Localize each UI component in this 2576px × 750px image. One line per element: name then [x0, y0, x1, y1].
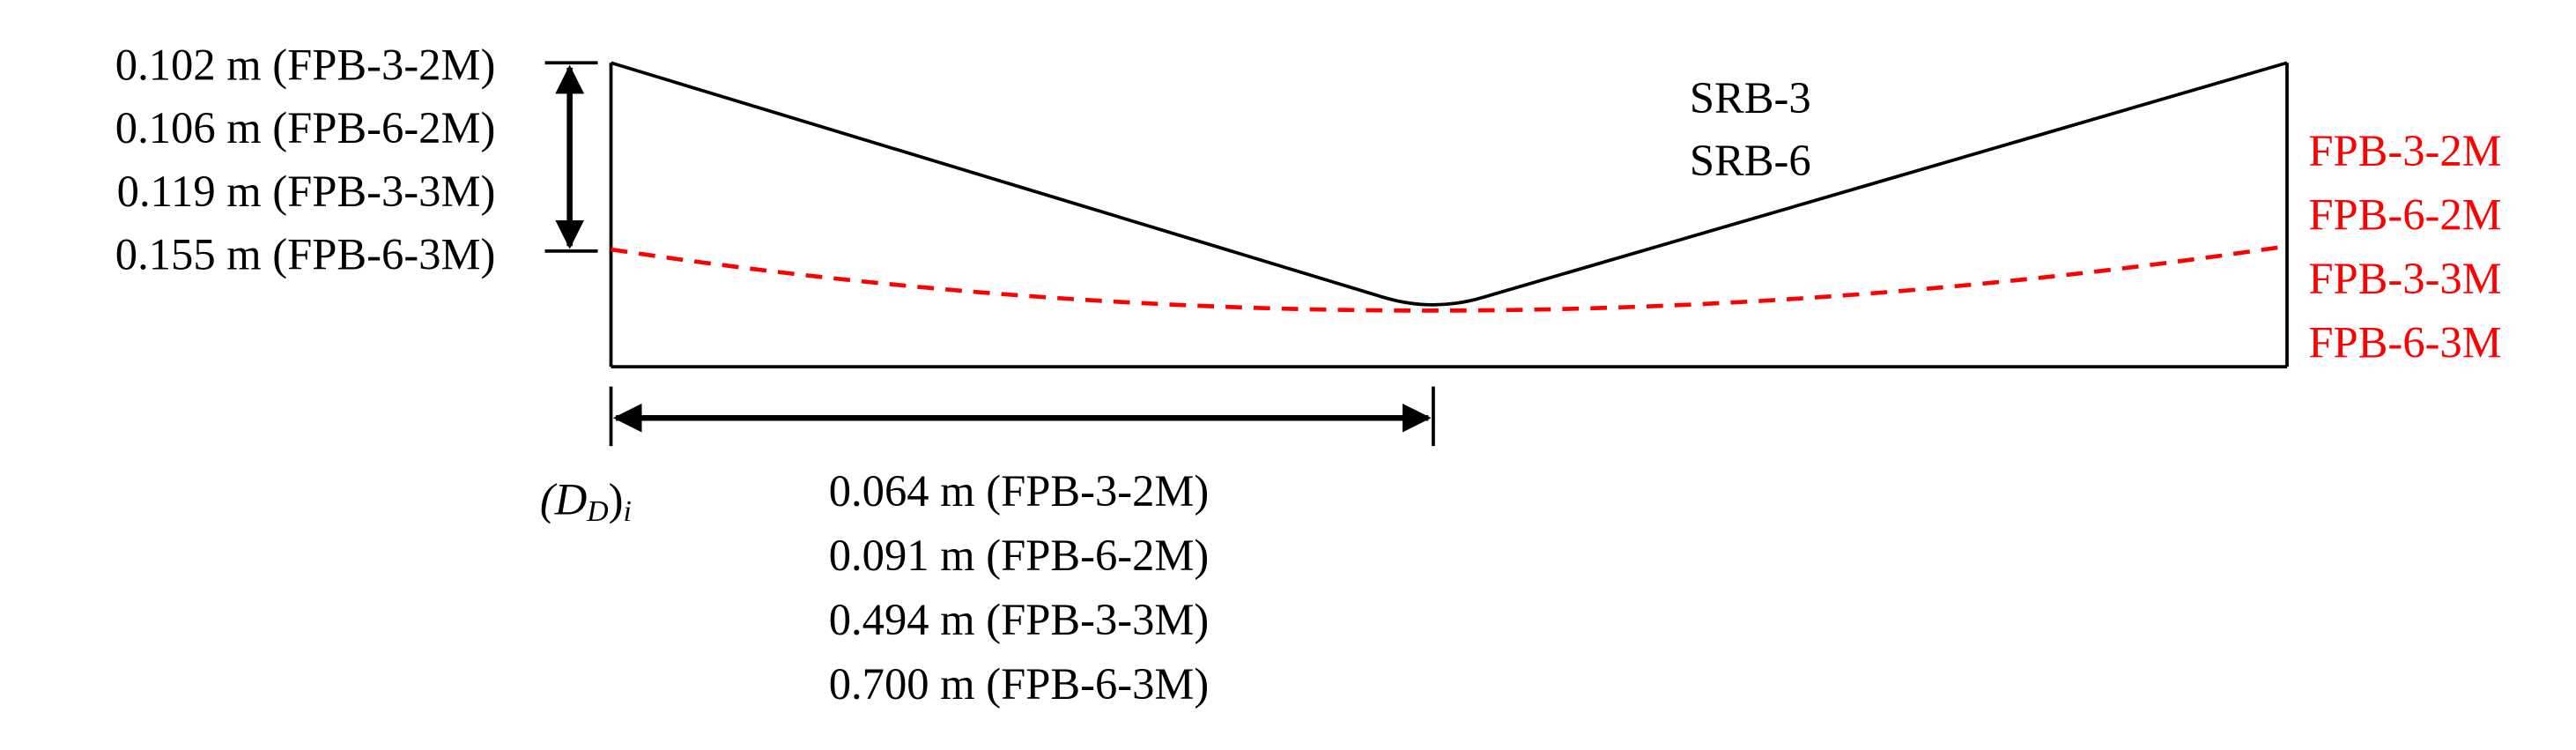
vertical-label: 0.119 m (FPB-3-3M) [117, 167, 496, 216]
horizontal-label: 0.091 m (FPB-6-2M) [829, 531, 1209, 580]
vertical-label: 0.102 m (FPB-3-2M) [115, 40, 495, 89]
srb-labels: SRB-3 SRB-6 [1690, 73, 1811, 185]
fpb-label: FPB-3-2M [2308, 126, 2501, 175]
srb-label: SRB-3 [1690, 73, 1811, 123]
fpb-label: FPB-3-3M [2308, 254, 2501, 303]
fpb-label: FPB-6-3M [2308, 317, 2501, 367]
horizontal-label: 0.494 m (FPB-3-3M) [829, 595, 1209, 644]
horizontal-dimension [609, 386, 1435, 447]
fpb-profile [611, 243, 2288, 313]
displacement-symbol: (DD)i [540, 474, 632, 527]
vertical-label: 0.155 m (FPB-6-3M) [115, 230, 495, 279]
vertical-label: 0.106 m (FPB-6-2M) [115, 103, 495, 152]
horizontal-labels: 0.064 m (FPB-3-2M) 0.091 m (FPB-6-2M) 0.49… [829, 466, 1209, 709]
vertical-labels: 0.102 m (FPB-3-2M) 0.106 m (FPB-6-2M) 0.11… [115, 40, 495, 278]
fpb-labels: FPB-3-2M FPB-6-2M FPB-3-3M FPB-6-3M [2308, 126, 2501, 368]
vertical-dimension [544, 61, 598, 253]
srb-profile [610, 61, 2288, 307]
horizontal-label: 0.064 m (FPB-3-2M) [829, 466, 1209, 516]
profile-frame [609, 61, 2289, 369]
horizontal-label: 0.700 m (FPB-6-3M) [829, 659, 1209, 709]
srb-label: SRB-6 [1690, 136, 1811, 185]
fpb-label: FPB-6-2M [2308, 189, 2501, 239]
